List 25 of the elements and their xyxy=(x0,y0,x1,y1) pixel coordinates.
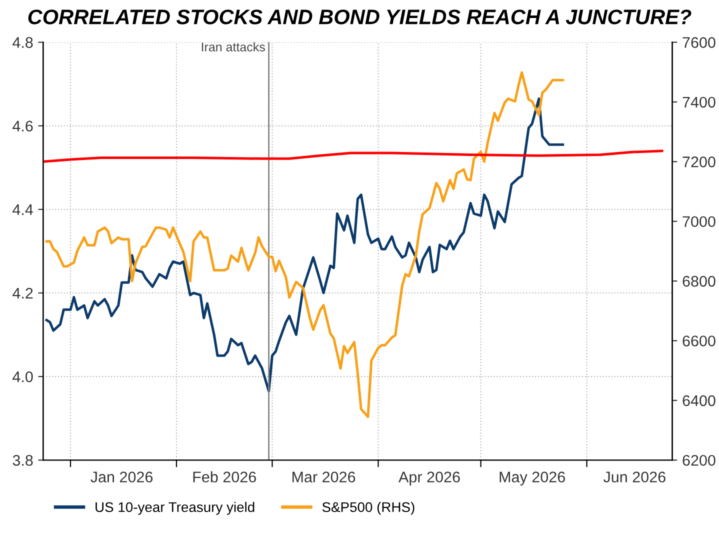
y-tick-label: 4.8 xyxy=(12,37,33,48)
y2-tick-label: 6200 xyxy=(682,454,716,466)
x-tick-label: Apr 2026 xyxy=(398,472,460,486)
y-tick-label: 3.8 xyxy=(12,454,33,466)
line-series xyxy=(43,150,664,163)
x-tick-label: May 2026 xyxy=(500,472,565,486)
y2-tick-label: 7200 xyxy=(682,156,716,168)
x-tick-label: Feb 2026 xyxy=(193,471,256,482)
y2-tick-label: 7400 xyxy=(682,96,716,108)
y-tick-label: 4.4 xyxy=(12,204,33,215)
y2-tick-label: 6600 xyxy=(682,336,716,346)
x-tick-label: Jan 2026 xyxy=(90,472,153,482)
x-tick-label: Mar 2026 xyxy=(292,472,356,482)
y2-tick-label: 7600 xyxy=(682,37,716,48)
y2-tick-label: 6400 xyxy=(682,395,716,406)
y-tick-label: 4.6 xyxy=(12,120,33,132)
y-tick-label: 4.0 xyxy=(12,371,33,382)
ref-line-label: Iran attacks xyxy=(202,42,265,52)
y2-tick-label: 6800 xyxy=(682,276,716,287)
x-tick-label: Jun 2026 xyxy=(603,472,666,482)
legend-label: S&P500 (RHS) xyxy=(322,502,414,515)
y2-tick-label: 7000 xyxy=(682,216,716,228)
legend-label: US 10-year Treasury yield xyxy=(96,502,254,515)
chart-title: CORRELATED STOCKS AND BOND YIELDS REACH A JUNCTURE? xyxy=(28,10,692,24)
y-tick-label: 4.2 xyxy=(12,288,33,298)
